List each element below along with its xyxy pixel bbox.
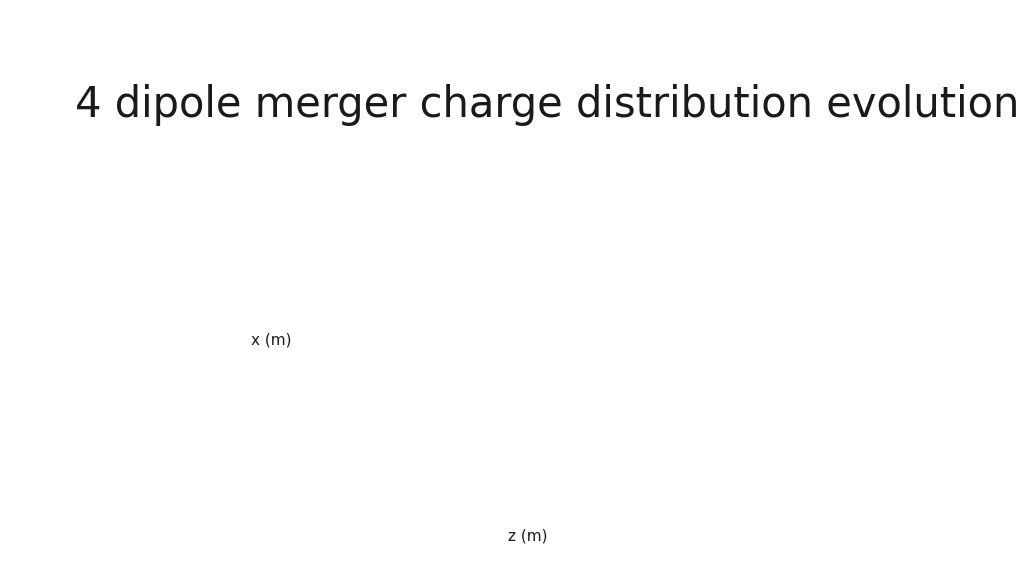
Text: z (m): z (m) <box>508 528 547 543</box>
Text: x (m): x (m) <box>251 332 292 347</box>
Text: 4 dipole merger charge distribution evolution: 4 dipole merger charge distribution evol… <box>75 84 1019 126</box>
